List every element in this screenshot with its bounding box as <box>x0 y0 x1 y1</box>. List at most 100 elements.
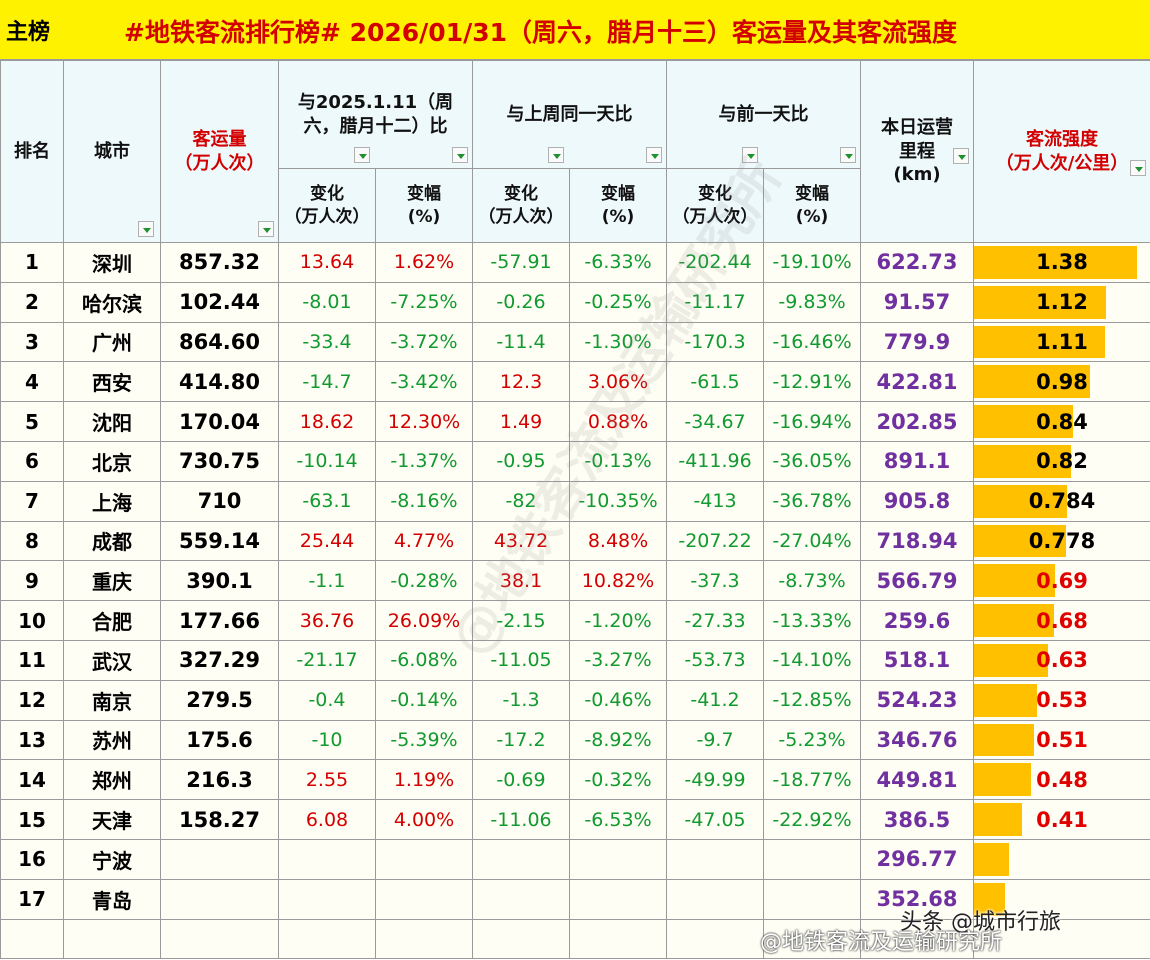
col-group-day[interactable]: 与前一天比 <box>666 60 862 169</box>
table-row: 17 青岛 352.68 <box>0 878 1150 920</box>
col-header-length[interactable]: 本日运营 里程 (km) <box>860 60 975 243</box>
cell-day-change <box>666 918 765 960</box>
table-row: 3 广州 864.60 -33.4 -3.72% -11.4 -1.30% -170.3 -16… <box>0 321 1150 363</box>
cell-yoy-pct: -8.16% <box>374 480 474 522</box>
intensity-bar <box>974 524 1067 558</box>
cell-intensity: 0.778 <box>973 520 1150 562</box>
cell-day-pct <box>763 878 862 920</box>
cell-city: 宁波 <box>63 838 161 880</box>
cell-day-change: -53.73 <box>666 639 765 681</box>
filter-dropdown-icon[interactable] <box>258 221 274 237</box>
cell-volume: 158.27 <box>160 799 279 840</box>
table-row: 10 合肥 177.66 36.76 26.09% -2.15 -1.20% -27.33 -1… <box>0 600 1150 641</box>
cell-intensity: 1.11 <box>973 321 1150 363</box>
cell-day-pct: -22.92% <box>763 799 862 840</box>
filter-dropdown-icon[interactable] <box>1130 160 1147 176</box>
cell-week-change: 12.3 <box>472 361 571 403</box>
cell-week-pct: -6.33% <box>569 242 668 283</box>
cell-day-change: -411.96 <box>666 440 765 482</box>
cell-volume: 177.66 <box>160 600 279 641</box>
cell-day-change: -170.3 <box>666 321 765 363</box>
cell-week-pct: -10.35% <box>569 480 668 522</box>
col-group-yoy[interactable]: 与2025.1.11（周 六，腊月十二）比 <box>277 60 474 169</box>
cell-rank: 14 <box>0 759 64 801</box>
cell-length: 296.77 <box>860 838 975 880</box>
intensity-bar <box>974 763 1032 797</box>
cell-yoy-pct: 4.77% <box>374 520 474 562</box>
table-row: 11 武汉 327.29 -21.17 -6.08% -11.05 -3.27% -53.73… <box>0 639 1150 681</box>
cell-volume <box>160 878 279 920</box>
cell-rank: 17 <box>0 878 64 920</box>
cell-length: 91.57 <box>860 281 975 323</box>
col-header-intensity[interactable]: 客流强度 （万人次/公里） <box>973 60 1150 243</box>
cell-week-change <box>472 878 571 920</box>
cell-day-pct: -16.46% <box>763 321 862 363</box>
col-header-city[interactable]: 城市 <box>63 60 161 243</box>
cell-volume: 327.29 <box>160 639 279 681</box>
cell-week-pct: -1.30% <box>569 321 668 363</box>
intensity-value: 0.84 <box>1036 409 1088 434</box>
cell-day-pct: -12.91% <box>763 361 862 403</box>
cell-week-pct <box>569 878 668 920</box>
cell-week-change: -11.4 <box>472 321 571 363</box>
cell-rank: 5 <box>0 401 64 442</box>
cell-week-pct: 10.82% <box>569 560 668 602</box>
col-header-volume[interactable]: 客运量 （万人次） <box>160 60 279 243</box>
cell-day-pct: -16.94% <box>763 401 862 442</box>
cell-day-pct: -36.78% <box>763 480 862 522</box>
cell-city <box>63 918 161 960</box>
intensity-bar <box>974 803 1023 836</box>
filter-dropdown-icon[interactable] <box>138 221 154 237</box>
weibo-credit: @地铁客流及运输研究所 <box>760 930 1003 955</box>
filter-dropdown-icon[interactable] <box>953 148 970 164</box>
cell-week-change: -0.26 <box>472 281 571 323</box>
cell-length <box>860 918 975 960</box>
table-row: 2 哈尔滨 102.44 -8.01 -7.25% -0.26 -0.25% -11.17 -9… <box>0 281 1150 323</box>
cell-yoy-change <box>278 878 376 920</box>
filter-dropdown-icon[interactable] <box>742 147 759 163</box>
intensity-bar <box>974 604 1055 637</box>
filter-dropdown-icon[interactable] <box>548 147 565 163</box>
cell-length: 518.1 <box>860 639 975 681</box>
filter-dropdown-icon[interactable] <box>452 147 469 163</box>
cell-length: 524.23 <box>860 679 975 721</box>
list-tag: 主榜 <box>6 20 51 45</box>
intensity-value: 0.48 <box>1036 767 1088 792</box>
cell-day-change: -37.3 <box>666 560 765 602</box>
col-header-week-pct: 变幅 (%) <box>569 168 668 243</box>
cell-week-pct: -8.92% <box>569 719 668 761</box>
intensity-bar <box>974 564 1056 598</box>
cell-yoy-pct: -6.08% <box>374 639 474 681</box>
table-row: 5 沈阳 170.04 18.62 12.30% 1.49 0.88% -34.67 -16.9… <box>0 401 1150 442</box>
cell-intensity <box>973 838 1150 880</box>
col-header-rank: 排名 <box>0 60 64 243</box>
cell-intensity: 0.53 <box>973 679 1150 721</box>
cell-yoy-change: 36.76 <box>278 600 376 641</box>
filter-dropdown-icon[interactable] <box>840 147 857 163</box>
intensity-bar <box>974 246 1138 279</box>
cell-intensity: 0.41 <box>973 799 1150 840</box>
cell-length: 386.5 <box>860 799 975 840</box>
cell-yoy-pct: -3.42% <box>374 361 474 403</box>
cell-length: 718.94 <box>860 520 975 562</box>
intensity-value: 1.38 <box>1036 250 1088 275</box>
cell-rank: 16 <box>0 838 64 880</box>
cell-intensity: 1.12 <box>973 281 1150 323</box>
cell-yoy-pct: -5.39% <box>374 719 474 761</box>
filter-dropdown-icon[interactable] <box>646 147 663 163</box>
cell-volume <box>160 838 279 880</box>
cell-yoy-change: 18.62 <box>278 401 376 442</box>
cell-yoy-change: 13.64 <box>278 242 376 283</box>
cell-city: 广州 <box>63 321 161 363</box>
cell-yoy-pct <box>374 878 474 920</box>
cell-week-pct: 0.88% <box>569 401 668 442</box>
cell-volume: 175.6 <box>160 719 279 761</box>
cell-day-pct: -12.85% <box>763 679 862 721</box>
col-group-week[interactable]: 与上周同一天比 <box>472 60 668 169</box>
cell-city: 西安 <box>63 361 161 403</box>
intensity-bar <box>974 643 1049 677</box>
cell-yoy-pct: 4.00% <box>374 799 474 840</box>
ranking-table: 排名 城市 客运量 （万人次） 与2025.1.11（周 六，腊月十二）比 与上周同… <box>0 60 1150 960</box>
cell-day-pct <box>763 918 862 960</box>
filter-dropdown-icon[interactable] <box>354 147 371 163</box>
